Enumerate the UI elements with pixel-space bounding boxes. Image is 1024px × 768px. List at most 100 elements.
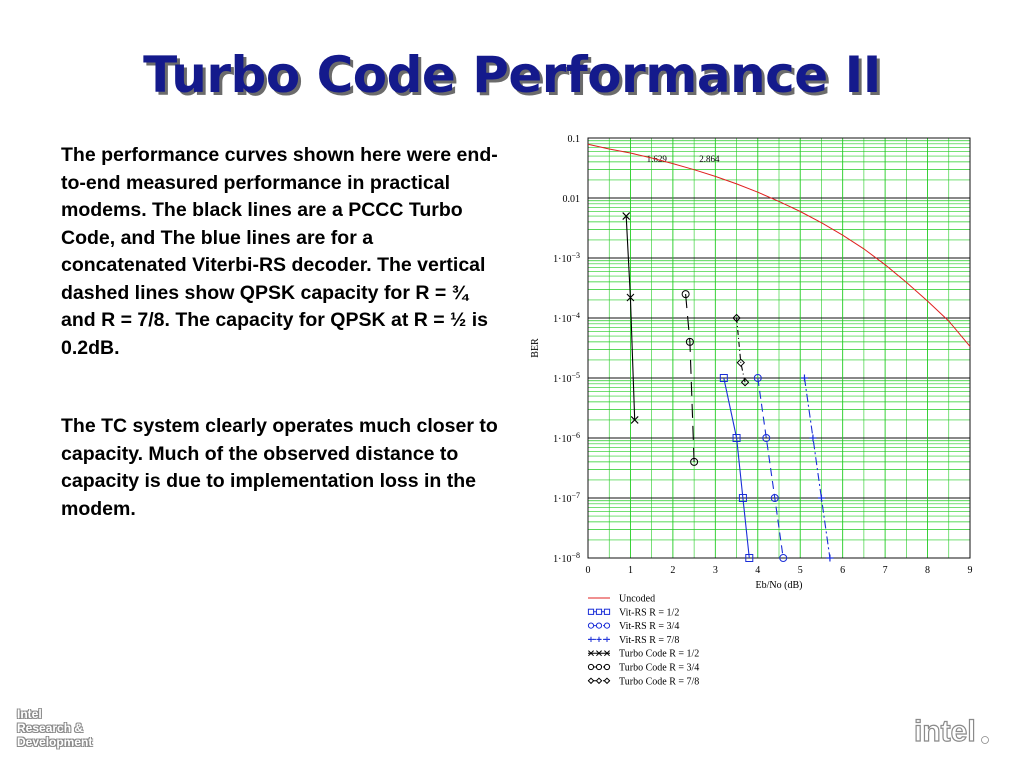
legend-marker [588, 650, 594, 657]
series-line [757, 377, 784, 559]
legend-marker [587, 622, 595, 629]
x-tick-label: 5 [798, 565, 803, 576]
data-point [736, 358, 746, 367]
intel-registered-mark [981, 736, 989, 744]
legend-label: Uncoded [619, 594, 655, 605]
legend-label: Turbo Code R = 1/2 [619, 649, 699, 660]
series-line [587, 143, 971, 347]
x-tick-label: 8 [925, 565, 930, 576]
y-tick-exponent: −7 [571, 491, 580, 500]
x-tick-label: 3 [713, 565, 718, 576]
y-tick-exponent: −4 [571, 311, 580, 320]
legend-marker [595, 663, 603, 671]
series-2 [753, 374, 788, 562]
x-tick-label: 0 [586, 565, 591, 576]
plot-frame [587, 137, 971, 559]
data-point [690, 457, 699, 466]
data-point [779, 554, 788, 562]
legend-label: Turbo Code R = 7/8 [619, 676, 699, 687]
data-point [817, 494, 825, 502]
footer-line-3: Development [17, 735, 93, 749]
annotation-label: 2.864 [699, 154, 720, 164]
data-point [630, 416, 639, 424]
legend-entry: Vit-RS R = 1/2 [587, 607, 679, 618]
body-paragraph-1: The performance curves shown here were e… [61, 144, 498, 359]
legend-marker [596, 650, 602, 657]
data-point [800, 374, 808, 382]
y-axis-label: BER [530, 338, 541, 358]
legend-marker [587, 608, 595, 615]
intel-logo: intel [913, 714, 989, 749]
data-point [681, 290, 690, 299]
legend-marker [595, 608, 603, 615]
legend-label: Vit-RS R = 1/2 [619, 607, 679, 618]
series-line [685, 294, 695, 462]
y-tick-label: 1·10−3 [553, 251, 580, 265]
series-line [736, 317, 746, 383]
data-point [753, 374, 762, 382]
ber-chart: 0.1 0.01 1·10−3 1·10−4 1·10−5 1·10−6 1·10−7 1·1… [530, 134, 973, 687]
data-point [745, 554, 754, 562]
legend-marker [603, 663, 611, 671]
y-tick-label: 0.1 [568, 134, 581, 145]
series-3 [800, 374, 834, 562]
legend-entry: Turbo Code R = 3/4 [587, 663, 699, 674]
series-4 [622, 212, 639, 424]
x-axis-label: Eb/No (dB) [756, 580, 803, 591]
footer-line-2: Research & [17, 721, 84, 735]
y-tick-label: 1·10−7 [553, 491, 580, 505]
data-point [732, 434, 741, 442]
y-tick-label: 1·10−5 [553, 371, 580, 385]
legend-marker [595, 677, 603, 685]
y-tick-label: 1·10−4 [553, 311, 580, 325]
x-tick-label: 9 [968, 565, 973, 576]
legend-entry: Turbo Code R = 1/2 [588, 649, 699, 660]
x-tick-label: 6 [840, 565, 845, 576]
legend-entry: Uncoded [588, 594, 655, 605]
footer-lab-name: Intel Research & Development [17, 707, 92, 749]
legend-entry: Turbo Code R = 7/8 [587, 676, 699, 687]
legend-marker [588, 636, 594, 642]
y-tick-exponent: −8 [571, 551, 580, 560]
series-1 [719, 374, 754, 562]
legend-label: Vit-RS R = 3/4 [619, 621, 679, 632]
legend-marker [596, 636, 602, 642]
x-tick-label: 2 [670, 565, 675, 576]
data-point [626, 293, 635, 302]
data-point [732, 313, 741, 323]
y-tick-label: 0.01 [563, 194, 581, 205]
series-5 [681, 290, 699, 466]
data-point [719, 374, 728, 382]
series-6 [732, 313, 750, 387]
slide-title: Turbo Code Performance II [143, 46, 881, 104]
series-line [723, 377, 750, 559]
data-point [826, 554, 834, 562]
data-point [622, 212, 631, 220]
data-point [809, 434, 817, 442]
legend-marker [587, 677, 595, 685]
y-tick-exponent: −6 [571, 431, 580, 440]
x-tick-label: 4 [755, 565, 760, 576]
legend-entry: Vit-RS R = 3/4 [587, 621, 679, 632]
legend-marker [587, 663, 595, 671]
footer-line-1: Intel [17, 707, 42, 721]
data-point [738, 494, 747, 502]
data-point [762, 434, 771, 442]
legend-entry: Vit-RS R = 7/8 [588, 635, 679, 646]
legend-label: Vit-RS R = 7/8 [619, 635, 679, 646]
x-tick-label: 1 [628, 565, 633, 576]
data-point [770, 494, 779, 502]
legend-marker [603, 622, 611, 629]
data-point [685, 337, 694, 346]
y-tick-label: 1·10−8 [553, 551, 580, 565]
annotation-label: 1.629 [647, 154, 668, 164]
legend-marker [604, 636, 610, 642]
legend-marker [595, 622, 603, 629]
legend-marker [603, 608, 611, 615]
y-tick-label: 1·10−6 [553, 431, 580, 445]
legend-marker [603, 677, 611, 685]
y-tick-exponent: −3 [571, 251, 580, 260]
series-0 [587, 143, 971, 347]
series-line [803, 377, 831, 559]
intel-logo-text: intel [914, 715, 976, 748]
